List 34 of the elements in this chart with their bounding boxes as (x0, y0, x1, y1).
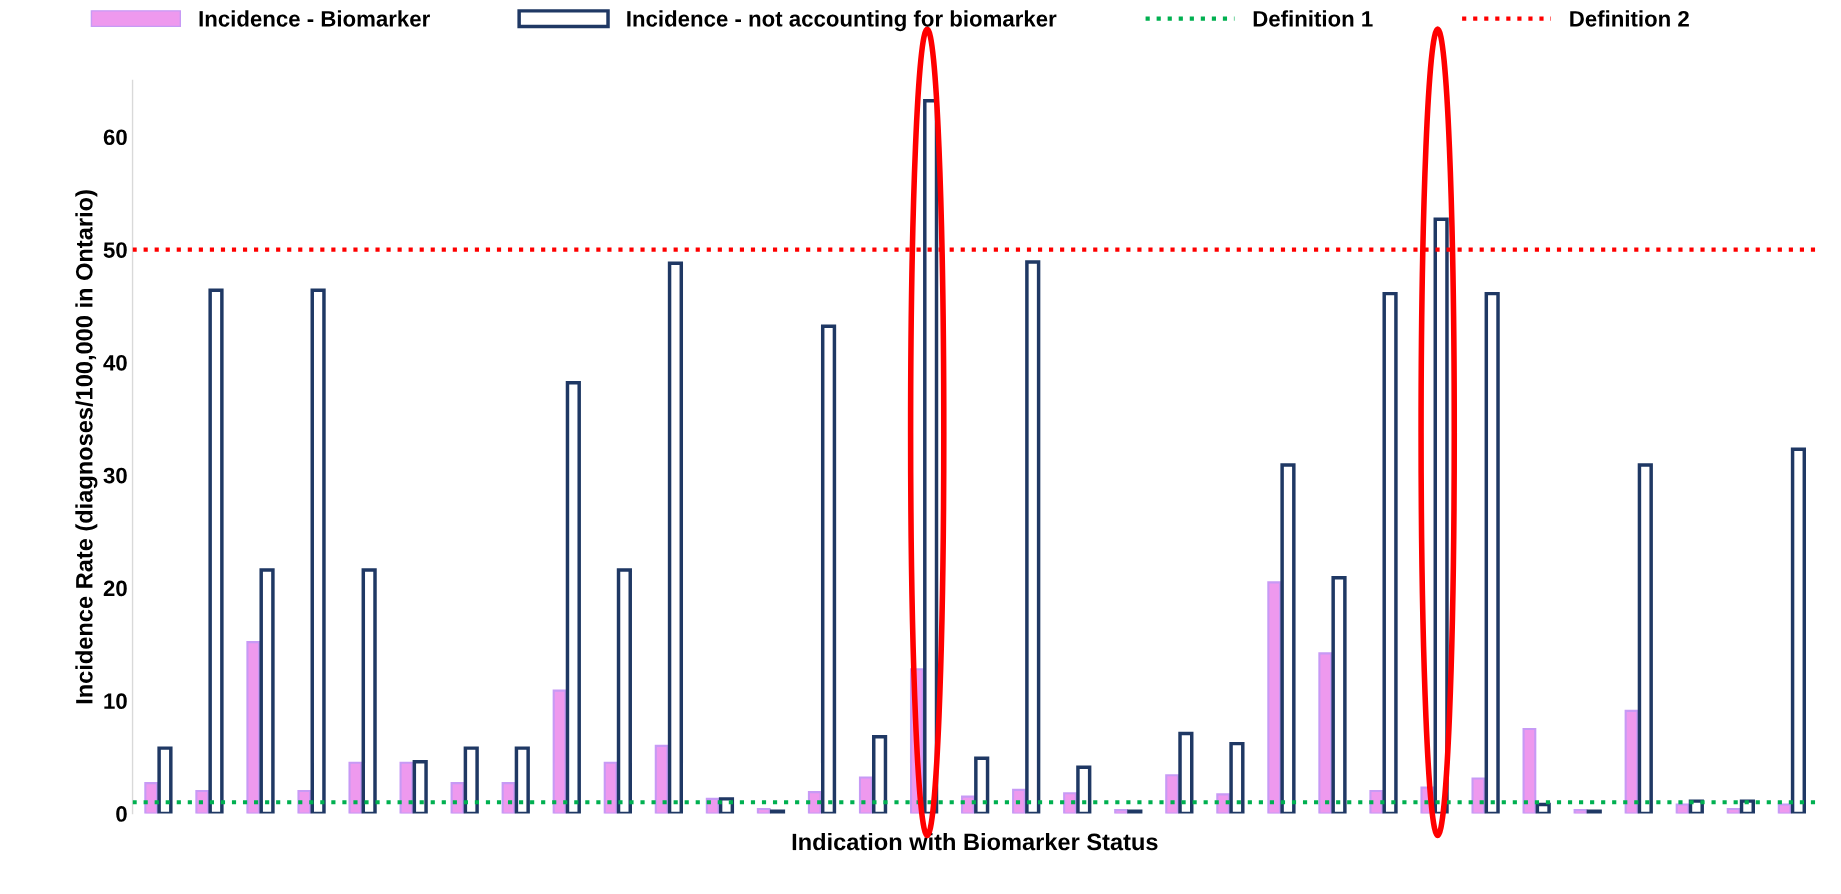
bar (1777, 803, 1792, 814)
y-tick-label: 0 (116, 806, 127, 822)
bar (297, 789, 312, 814)
bar (1624, 709, 1639, 814)
bar (348, 761, 363, 814)
y-tick-label: 60 (103, 129, 127, 146)
y-axis-title: Incidence Rate (diagnoses/100,000 in Ontario) (75, 190, 98, 704)
bar (1675, 803, 1690, 814)
y-tick-label: 40 (103, 354, 127, 371)
bar (246, 641, 261, 814)
bar (1573, 809, 1588, 814)
bar (1318, 652, 1333, 814)
bar (756, 807, 771, 814)
bar (1267, 581, 1282, 814)
bar (552, 689, 567, 814)
x-axis-title: Indication with Biomarker Status (792, 832, 1158, 851)
bar (501, 782, 516, 814)
bar (603, 761, 618, 814)
y-tick-label: 10 (104, 693, 127, 710)
bar (1471, 777, 1486, 814)
bar (654, 744, 669, 814)
y-tick-label: 30 (103, 467, 127, 484)
bar (1114, 809, 1128, 814)
bar (450, 782, 465, 814)
bar (1522, 727, 1537, 814)
legend-label: Definition 1 (1253, 10, 1373, 27)
bar (399, 761, 414, 814)
bar (1165, 774, 1179, 814)
y-tick-label: 50 (103, 242, 127, 258)
y-tick-label: 20 (103, 580, 127, 597)
legend-label: Definition 2 (1570, 10, 1689, 27)
legend-label: Incidence - Biomarker (199, 10, 430, 27)
legend-label: Incidence - not accounting for biomarker (627, 10, 1057, 32)
bar (858, 776, 873, 814)
